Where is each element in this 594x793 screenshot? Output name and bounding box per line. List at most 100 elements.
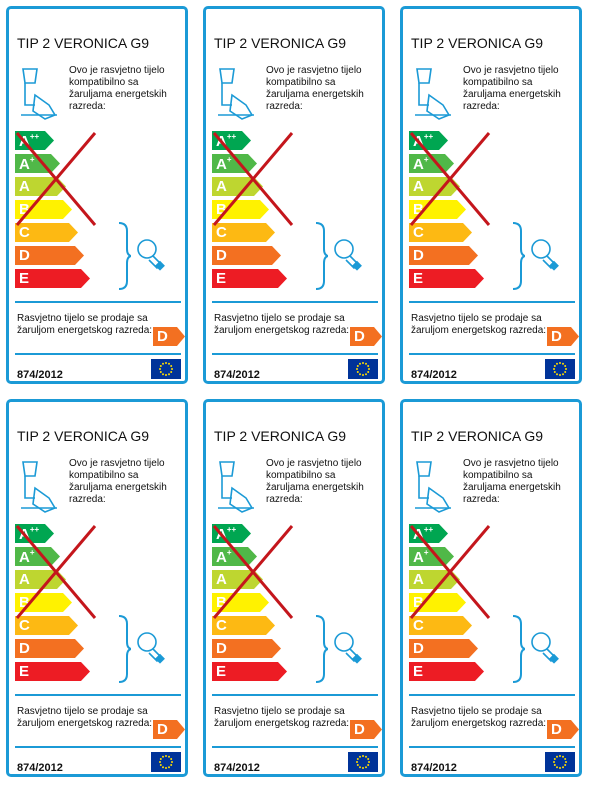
eu-flag [545, 359, 575, 379]
class-arrow: D [15, 639, 84, 658]
regulation: 874/2012 [214, 369, 260, 381]
label-title: TIP 2 VERONICA G9 [411, 428, 544, 444]
luminaire-icon [218, 461, 254, 513]
class-letter: D [19, 247, 30, 264]
luminaire-icon [21, 461, 57, 513]
divider [212, 353, 378, 355]
class-arrow-shape [15, 616, 78, 635]
luminaire-icon [415, 68, 451, 120]
class-letter: E [413, 270, 424, 287]
rated-class-arrow: D [547, 327, 579, 346]
class-arrow: D [212, 639, 281, 658]
class-letter: D [413, 640, 424, 657]
divider [409, 694, 575, 696]
energy-label: TIP 2 VERONICA G9 Ovo je rasvjetno tijelo… [400, 6, 582, 384]
class-arrow-shape [212, 131, 251, 150]
class-superscript: ++ [226, 132, 237, 141]
class-letter: B [413, 594, 424, 611]
class-arrow-shape [409, 200, 466, 219]
class-letter: C [413, 617, 424, 634]
class-letter: A+ [19, 548, 35, 566]
bulb-icon [137, 632, 165, 664]
bulb-icon [531, 239, 559, 271]
class-arrow-shape [212, 639, 281, 658]
class-arrow-shape [409, 524, 448, 543]
rated-class: D [354, 721, 365, 738]
bulb-icon [531, 632, 559, 664]
regulation: 874/2012 [411, 369, 457, 381]
class-arrow-shape [15, 269, 90, 288]
label-title: TIP 2 VERONICA G9 [411, 35, 544, 51]
class-arrow-shape [409, 131, 448, 150]
class-superscript: + [226, 155, 232, 164]
class-letter: B [19, 201, 30, 218]
class-arrow-shape [212, 593, 269, 612]
brace [512, 615, 525, 683]
class-arrow-shape [15, 131, 54, 150]
class-superscript: ++ [423, 525, 434, 534]
divider [15, 353, 181, 355]
luminaire-icon [21, 68, 57, 120]
eu-flag [151, 359, 181, 379]
class-arrow: C [409, 223, 472, 242]
class-arrow-shape [409, 223, 472, 242]
compat-text: Ovo je rasvjetno tijelo kompatibilno sa … [463, 458, 561, 505]
class-letter: A+ [19, 155, 35, 173]
eu-flag [348, 752, 378, 772]
brace [512, 222, 525, 290]
class-letter: E [216, 270, 227, 287]
class-letter: B [413, 201, 424, 218]
label-title: TIP 2 VERONICA G9 [17, 35, 150, 51]
compat-text: Ovo je rasvjetno tijelo kompatibilno sa … [69, 458, 167, 505]
class-letter: D [413, 247, 424, 264]
class-arrow: D [409, 246, 478, 265]
sale-text: Rasvjetno tijelo se prodaje sa žaruljom … [214, 313, 350, 336]
rated-class-arrow: D [350, 327, 382, 346]
class-arrow-shape [15, 200, 72, 219]
class-letter: E [413, 663, 424, 680]
label-title: TIP 2 VERONICA G9 [214, 35, 347, 51]
class-superscript: ++ [226, 525, 237, 534]
class-letter: C [216, 617, 227, 634]
energy-label: TIP 2 VERONICA G9 Ovo je rasvjetno tijelo… [203, 6, 385, 384]
class-arrow: D [15, 246, 84, 265]
rated-class-arrow: D [153, 327, 185, 346]
eu-flag [151, 752, 181, 772]
rated-class: D [157, 328, 168, 345]
class-letter: A [19, 571, 30, 588]
class-letter: D [216, 640, 227, 657]
class-letter: E [19, 663, 30, 680]
class-superscript: ++ [29, 132, 40, 141]
class-arrow: B [15, 593, 72, 612]
class-letter: A+ [413, 548, 429, 566]
class-arrow-shape [212, 223, 275, 242]
divider [409, 301, 575, 303]
label-title: TIP 2 VERONICA G9 [17, 428, 150, 444]
compat-text: Ovo je rasvjetno tijelo kompatibilno sa … [463, 65, 561, 112]
sale-text: Rasvjetno tijelo se prodaje sa žaruljom … [411, 706, 547, 729]
class-arrow: B [409, 593, 466, 612]
class-letter: C [216, 224, 227, 241]
energy-label: TIP 2 VERONICA G9 Ovo je rasvjetno tijelo… [6, 6, 188, 384]
rated-class: D [551, 721, 562, 738]
excluded-cross [15, 132, 97, 226]
rated-arrow-shape [547, 720, 579, 739]
class-letter: A+ [216, 155, 232, 173]
class-letter: A [216, 571, 227, 588]
class-superscript: + [423, 548, 429, 557]
class-letter: C [413, 224, 424, 241]
excluded-cross [409, 132, 491, 226]
class-letter: E [19, 270, 30, 287]
brace [315, 222, 328, 290]
rated-class-arrow: D [547, 720, 579, 739]
class-arrow-shape [212, 200, 269, 219]
sale-text: Rasvjetno tijelo se prodaje sa žaruljom … [411, 313, 547, 336]
class-arrow: E [212, 662, 287, 681]
divider [212, 694, 378, 696]
luminaire-icon [415, 461, 451, 513]
luminaire-icon [218, 68, 254, 120]
energy-label: TIP 2 VERONICA G9 Ovo je rasvjetno tijelo… [203, 399, 385, 777]
class-letter: A+ [216, 548, 232, 566]
class-letter: D [19, 640, 30, 657]
